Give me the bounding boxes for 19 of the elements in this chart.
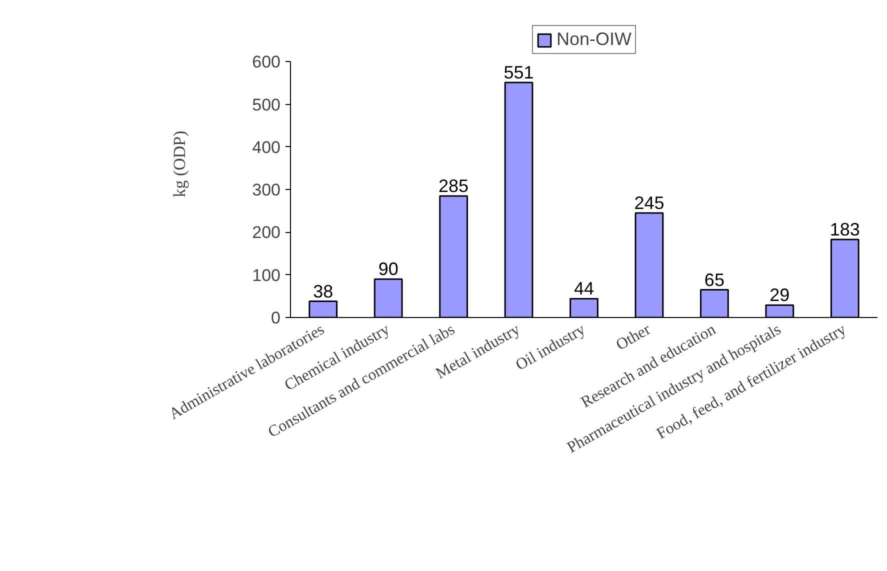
data-label: 245: [634, 193, 664, 214]
data-label: 38: [313, 281, 334, 302]
y-tick-label: 500: [252, 95, 281, 114]
data-label: 65: [704, 270, 724, 290]
data-label: 183: [830, 219, 860, 240]
y-tick-label: 100: [252, 266, 281, 285]
legend-label: Non-OIW: [556, 29, 632, 50]
y-axis-title: kg (ODP): [170, 130, 190, 198]
data-label: 29: [770, 285, 790, 306]
y-tick-label: 600: [252, 52, 281, 72]
y-tick-label: 0: [271, 308, 281, 328]
data-label: 551: [504, 62, 534, 83]
y-tick-label: 400: [252, 138, 281, 157]
data-label: 285: [438, 176, 469, 196]
data-label: 90: [378, 259, 398, 280]
data-label: 44: [574, 278, 594, 299]
y-tick-label: 300: [252, 180, 281, 200]
y-tick-label: 200: [252, 223, 281, 242]
x-tick-label: Other: [613, 320, 654, 354]
